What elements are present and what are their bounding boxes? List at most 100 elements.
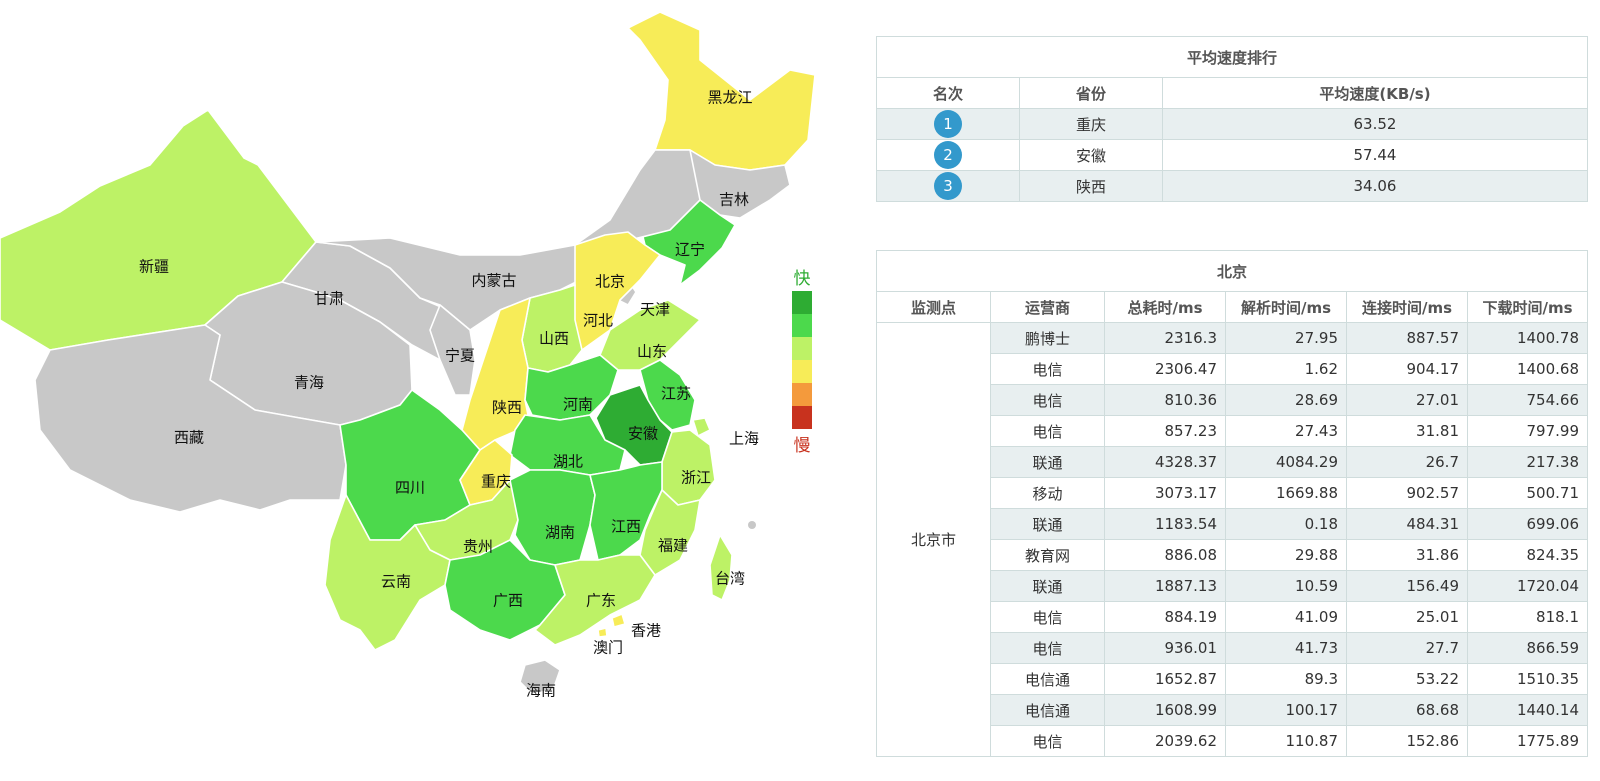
total-time-cell: 3073.17 bbox=[1104, 477, 1226, 509]
province-label-chongqing[interactable]: 重庆 bbox=[480, 472, 512, 491]
detail-row: 教育网 886.08 29.88 31.86 824.35 bbox=[877, 539, 1588, 571]
legend-swatch bbox=[792, 337, 812, 360]
province-label-henan[interactable]: 河南 bbox=[562, 395, 594, 414]
province-label-xinjiang[interactable]: 新疆 bbox=[138, 257, 170, 276]
monitor-site-cell: 北京市 bbox=[876, 322, 991, 757]
legend-color-scale bbox=[790, 291, 814, 429]
total-time-cell: 2306.47 bbox=[1104, 353, 1226, 385]
province-label-ningxia[interactable]: 宁夏 bbox=[444, 346, 476, 365]
total-time-cell: 936.01 bbox=[1104, 632, 1226, 664]
download-time-cell: 1440.14 bbox=[1467, 694, 1588, 726]
total-time-cell: 857.23 bbox=[1104, 415, 1226, 447]
province-label-fujian[interactable]: 福建 bbox=[657, 536, 689, 555]
isp-cell: 联通 bbox=[990, 570, 1105, 602]
province-label-shandong[interactable]: 山东 bbox=[636, 342, 668, 361]
total-time-cell: 884.19 bbox=[1104, 601, 1226, 633]
download-time-cell: 797.99 bbox=[1467, 415, 1588, 447]
download-time-cell: 866.59 bbox=[1467, 632, 1588, 664]
connect-time-cell: 27.01 bbox=[1346, 384, 1468, 416]
province-label-jiangxi[interactable]: 江西 bbox=[610, 517, 642, 536]
province-xianggang[interactable] bbox=[611, 613, 626, 628]
province-cell: 陕西 bbox=[1019, 170, 1163, 202]
province-label-qinghai[interactable]: 青海 bbox=[293, 373, 325, 392]
isp-cell: 电信 bbox=[990, 353, 1105, 385]
connect-time-cell: 887.57 bbox=[1346, 322, 1468, 354]
province-label-beijing[interactable]: 北京 bbox=[594, 272, 626, 291]
detail-row: 联通 4328.37 4084.29 26.7 217.38 bbox=[877, 446, 1588, 478]
province-label-liaoning[interactable]: 辽宁 bbox=[674, 240, 706, 259]
province-label-anhui[interactable]: 安徽 bbox=[627, 424, 659, 443]
province-label-tianjin[interactable]: 天津 bbox=[639, 300, 671, 319]
rank-cell: 2 bbox=[876, 139, 1020, 171]
province-label-shanxi[interactable]: 山西 bbox=[538, 329, 570, 348]
province-label-hubei[interactable]: 湖北 bbox=[552, 452, 584, 471]
connect-time-cell: 31.81 bbox=[1346, 415, 1468, 447]
island-dot bbox=[748, 521, 756, 529]
ranking-header-province: 省份 bbox=[1019, 77, 1163, 109]
connect-time-cell: 26.7 bbox=[1346, 446, 1468, 478]
province-label-hainan[interactable]: 海南 bbox=[525, 681, 557, 700]
province-label-jiangsu[interactable]: 江苏 bbox=[660, 384, 692, 403]
legend-swatch bbox=[792, 383, 812, 406]
province-label-hunan[interactable]: 湖南 bbox=[544, 523, 576, 542]
province-label-yunnan[interactable]: 云南 bbox=[380, 572, 412, 591]
dns-time-cell: 27.43 bbox=[1225, 415, 1347, 447]
detail-header-total: 总耗时/ms bbox=[1104, 291, 1226, 323]
isp-cell: 电信 bbox=[990, 384, 1105, 416]
province-label-xizang[interactable]: 西藏 bbox=[173, 428, 205, 447]
province-label-guizhou[interactable]: 贵州 bbox=[462, 537, 494, 556]
province-xizang[interactable] bbox=[34, 324, 347, 513]
province-label-guangxi[interactable]: 广西 bbox=[492, 591, 524, 610]
province-label-shaanxi[interactable]: 陕西 bbox=[491, 398, 523, 417]
isp-cell: 电信 bbox=[990, 601, 1105, 633]
speed-cell: 57.44 bbox=[1162, 139, 1588, 171]
detail-header-connect: 连接时间/ms bbox=[1346, 291, 1468, 323]
total-time-cell: 1652.87 bbox=[1104, 663, 1226, 695]
rank-badge: 3 bbox=[934, 172, 962, 200]
dns-time-cell: 4084.29 bbox=[1225, 446, 1347, 478]
connect-time-cell: 156.49 bbox=[1346, 570, 1468, 602]
province-jiangxi[interactable] bbox=[589, 461, 663, 561]
province-taiwan[interactable] bbox=[709, 534, 733, 601]
detail-row: 联通 1887.13 10.59 156.49 1720.04 bbox=[877, 570, 1588, 602]
detail-row: 电信 2039.62 110.87 152.86 1775.89 bbox=[877, 725, 1588, 757]
province-label-zhejiang[interactable]: 浙江 bbox=[680, 468, 712, 487]
province-label-gansu[interactable]: 甘肃 bbox=[313, 289, 345, 308]
province-fujian[interactable] bbox=[639, 489, 701, 576]
detail-row: 电信 936.01 41.73 27.7 866.59 bbox=[877, 632, 1588, 664]
province-hunan[interactable] bbox=[509, 469, 596, 566]
total-time-cell: 4328.37 bbox=[1104, 446, 1226, 478]
province-label-shanghai[interactable]: 上海 bbox=[728, 429, 760, 448]
isp-cell: 鹏博士 bbox=[990, 322, 1105, 354]
detail-header-download: 下载时间/ms bbox=[1467, 291, 1588, 323]
province-label-heilongjiang[interactable]: 黑龙江 bbox=[707, 88, 753, 107]
province-label-hebei[interactable]: 河北 bbox=[582, 311, 614, 330]
detail-header-isp: 运营商 bbox=[990, 291, 1105, 323]
connect-time-cell: 152.86 bbox=[1346, 725, 1468, 757]
province-label-jilin[interactable]: 吉林 bbox=[718, 190, 750, 209]
province-label-xianggang[interactable]: 香港 bbox=[630, 621, 662, 640]
detail-row: 电信 884.19 41.09 25.01 818.1 bbox=[877, 601, 1588, 633]
isp-cell: 电信通 bbox=[990, 663, 1105, 695]
detail-header-site: 监测点 bbox=[876, 291, 991, 323]
province-yunnan[interactable] bbox=[324, 494, 451, 651]
province-shanghai[interactable] bbox=[692, 417, 711, 437]
download-time-cell: 500.71 bbox=[1467, 477, 1588, 509]
province-hainan[interactable] bbox=[519, 659, 561, 695]
province-ningxia[interactable] bbox=[429, 304, 476, 396]
province-label-taiwan[interactable]: 台湾 bbox=[714, 569, 746, 588]
province-label-sichuan[interactable]: 四川 bbox=[394, 478, 426, 497]
province-label-neimenggu[interactable]: 内蒙古 bbox=[471, 271, 517, 290]
isp-cell: 电信 bbox=[990, 415, 1105, 447]
china-speed-map: 黑龙江吉林辽宁新疆甘肃 内蒙古 北京 天津河北 山西宁夏 山东青海陕西 河南 江苏安徽 上海 西藏… bbox=[0, 11, 816, 700]
speed-cell: 34.06 bbox=[1162, 170, 1588, 202]
ranking-header-speed: 平均速度(KB/s) bbox=[1162, 77, 1588, 109]
monitor-detail-table: 北京 监测点 运营商 总耗时/ms 解析时间/ms 连接时间/ms 下载时间/m… bbox=[876, 250, 1588, 757]
province-label-aomen[interactable]: 澳门 bbox=[592, 638, 624, 657]
province-label-guangdong[interactable]: 广东 bbox=[585, 591, 617, 610]
province-guangdong[interactable] bbox=[534, 554, 656, 646]
province-aomen[interactable] bbox=[597, 627, 608, 638]
download-time-cell: 217.38 bbox=[1467, 446, 1588, 478]
dns-time-cell: 100.17 bbox=[1225, 694, 1347, 726]
isp-cell: 教育网 bbox=[990, 539, 1105, 571]
